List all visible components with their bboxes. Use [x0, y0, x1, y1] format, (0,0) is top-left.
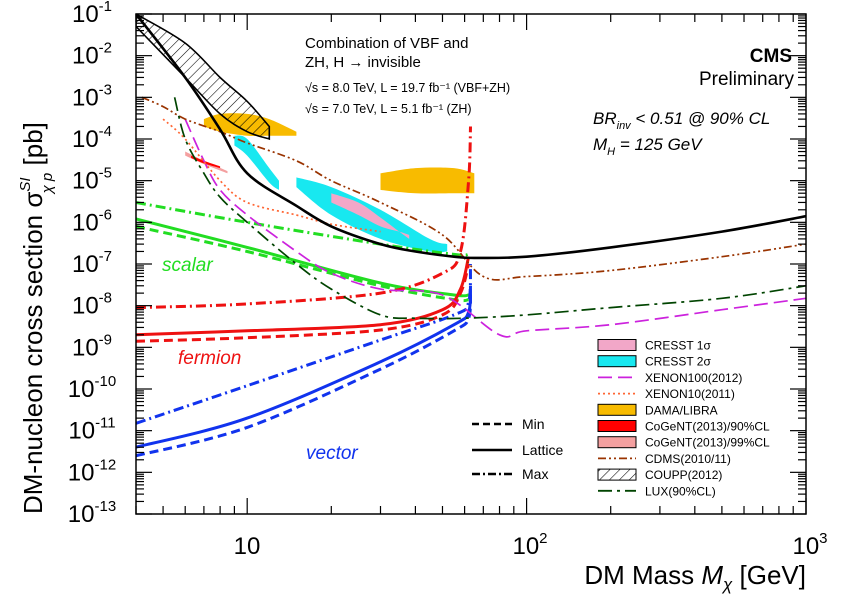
legend-label-cogent-2013-99-cl: CoGeNT(2013)/99%CL	[645, 436, 770, 450]
y-tick-label-2: 10-3	[72, 81, 112, 111]
legend-label-coupp-2012: COUPP(2012)	[645, 468, 722, 482]
legend-item-xenon10-2011: XENON10(2011)	[598, 387, 735, 401]
line-scalar-dash-dot-2	[136, 201, 469, 257]
y-tick-label-12: 10-13	[68, 498, 116, 528]
axis-ticks	[135, 13, 807, 515]
line-vector-dashed-6	[136, 292, 472, 458]
plot-background	[136, 14, 806, 514]
legend-label-cdms-2010-11: CDMS(2010/11)	[645, 452, 731, 466]
legend-swatch-cogent-2013-99-cl	[597, 436, 637, 449]
line-combined-limit-solid-13	[136, 14, 806, 260]
line-fermion-dash-dot-5	[136, 126, 472, 310]
y-tick-label-1: 10-2	[72, 40, 112, 70]
svg-text:BRinv < 0.51 @ 90% CL: BRinv < 0.51 @ 90% CL	[593, 109, 770, 132]
y-axis-title: DM-nucleon cross section σSI χ p [pb]	[17, 122, 56, 514]
y-tick-label-11: 10-12	[68, 456, 116, 486]
cms-label: CMS	[750, 46, 792, 67]
svg-text:MH = 125 GeV: MH = 125 GeV	[593, 135, 703, 158]
exclusion-regions	[136, 14, 475, 253]
legend-item-cogent-2013-90-cl: CoGeNT(2013)/90%CL	[597, 420, 770, 434]
legend-label-cogent-2013-90-cl: CoGeNT(2013)/90%CL	[645, 420, 770, 434]
line-xenon10-2011-dotted-10	[162, 118, 381, 233]
legend-label-xenon10-2011: XENON10(2011)	[645, 387, 735, 401]
line-lux-90-cl-longdash-dot-12	[173, 97, 806, 320]
legend-label-cresst-2: CRESST 2σ	[645, 355, 711, 369]
series-label-fermion: fermion	[178, 348, 241, 369]
x-axis-title: DM Mass Mχ [GeV]	[584, 560, 806, 594]
legend-label-cresst-1: CRESST 1σ	[645, 339, 711, 353]
lumi-8tev: √s = 8.0 TeV, L = 19.7 fb⁻¹ (VBF+ZH)	[305, 81, 510, 95]
region-dama-libra-1	[380, 167, 475, 194]
x-tick-label-1000: 103	[792, 530, 827, 560]
y-tick-label-7: 10-8	[72, 290, 112, 320]
y-tick-label-8: 10-9	[72, 331, 112, 361]
limit-curves	[136, 14, 806, 458]
line-fermion-dashed-3	[136, 263, 471, 343]
key-min-label: Min	[522, 416, 545, 432]
combination-line-1: Combination of VBF and	[305, 35, 468, 52]
legend-label-lux-90-cl: LUX(90%CL)	[645, 484, 716, 498]
series-label-scalar: scalar	[162, 255, 213, 276]
region-cresst-2-2	[234, 135, 279, 190]
higgs-mass-label: MH = 125 GeV	[593, 135, 703, 158]
key-lattice-label: Lattice	[522, 442, 563, 458]
preliminary-label: Preliminary	[699, 69, 795, 90]
line-cdms-2010-11-dashdotdot-11	[141, 96, 806, 281]
y-tick-label-5: 10-6	[72, 206, 112, 236]
legend-item-xenon100-2012: XENON100(2012)	[598, 371, 742, 385]
key-max-label: Max	[522, 466, 548, 482]
region-cresst-1-4	[331, 193, 410, 239]
line-style-key: Min Lattice Max	[472, 416, 563, 482]
legend-label-xenon100-2012: XENON100(2012)	[645, 371, 742, 385]
svg-text:102: 102	[512, 530, 547, 560]
legend-swatch-cresst-1	[597, 339, 637, 351]
y-tick-label-9: 10-10	[68, 373, 116, 403]
x-tick-label-100: 102	[512, 530, 547, 560]
legend: CRESST 1σ CRESST 2σ XENON100(2012) XENON10(…	[597, 339, 770, 498]
legend-item-cresst-2: CRESST 2σ	[597, 355, 711, 369]
y-tick-label-3: 10-4	[72, 123, 112, 153]
svg-text:103: 103	[792, 530, 827, 560]
y-tick-labels: 10-1 10-2 10-3 10-4 10-5 10-6 10-7 10-8 10-9 10-1…	[68, 0, 116, 528]
y-tick-label-4: 10-5	[72, 165, 112, 195]
y-tick-label-6: 10-7	[72, 248, 112, 278]
line-vector-dash-dot-8	[136, 263, 472, 425]
legend-swatch-dama-libra	[597, 403, 637, 416]
br-limit-label: BRinv < 0.51 @ 90% CL	[593, 109, 770, 132]
legend-swatch-cresst-2	[597, 355, 637, 368]
legend-item-lux-90-cl: LUX(90%CL)	[598, 484, 716, 498]
legend-item-cdms-2010-11: CDMS(2010/11)	[598, 452, 731, 466]
line-xenon100-2012-longdash-9	[184, 118, 806, 338]
legend-swatch-coupp-2012	[597, 468, 637, 481]
series-label-vector: vector	[306, 443, 358, 464]
legend-item-cresst-1: CRESST 1σ	[597, 339, 711, 353]
legend-swatch-cogent-2013-90-cl	[597, 420, 637, 432]
region-cogent-2013-90-cl-6	[191, 155, 221, 169]
y-tick-label-0: 10-1	[72, 0, 112, 28]
x-tick-label-10: 10	[234, 533, 261, 560]
combination-line-2: ZH, H → invisible	[305, 54, 421, 71]
lumi-7tev: √s = 7.0 TeV, L = 5.1 fb⁻¹ (ZH)	[305, 102, 472, 116]
legend-item-coupp-2012: COUPP(2012)	[597, 468, 722, 482]
line-fermion-solid-4	[136, 256, 471, 337]
y-tick-label-10: 10-11	[68, 415, 115, 445]
legend-item-dama-libra: DAMA/LIBRA	[597, 403, 718, 417]
legend-item-cogent-2013-99-cl: CoGeNT(2013)/99%CL	[597, 436, 770, 450]
line-scalar-dashed-0	[136, 224, 469, 303]
legend-label-dama-libra: DAMA/LIBRA	[645, 403, 718, 417]
